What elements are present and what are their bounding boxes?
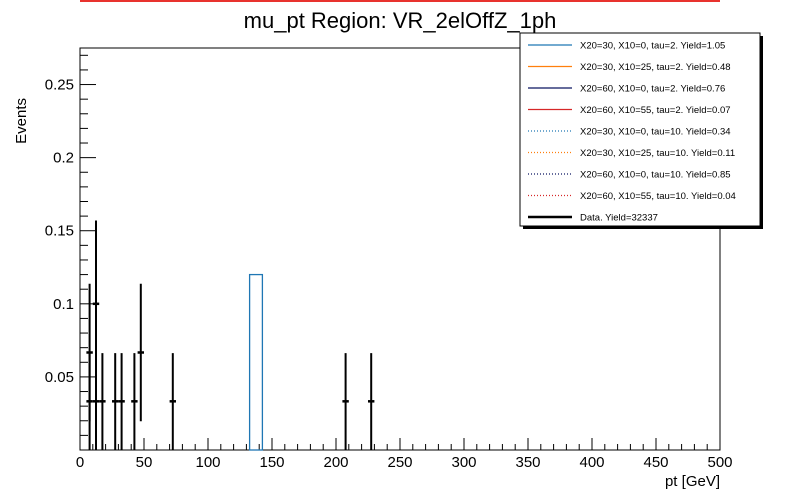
x-tick-label: 100 (195, 454, 220, 471)
y-tick-label: 0.2 (53, 150, 74, 167)
legend-entry: X20=30, X10=0, tau=10. Yield=0.34 (580, 127, 731, 138)
legend-box (519, 32, 761, 227)
legend-entry: X20=60, X10=55, tau=10. Yield=0.04 (580, 191, 736, 202)
x-tick-label: 250 (387, 454, 412, 471)
x-tick-label: 450 (643, 454, 668, 471)
x-tick-label: 200 (323, 454, 348, 471)
y-tick-label: 0.05 (45, 369, 74, 386)
signal-bin-0 (248, 273, 264, 451)
chart-title: mu_pt Region: VR_2elOffZ_1ph (244, 8, 557, 33)
legend: X20=30, X10=0, tau=2. Yield=1.05 X20=30, … (519, 32, 763, 229)
x-tick-label: 0 (76, 454, 84, 471)
legend-entry: X20=60, X10=0, tau=10. Yield=0.85 (580, 170, 731, 181)
legend-entry: X20=60, X10=55, tau=2. Yield=0.07 (580, 105, 731, 116)
y-tick-label: 0.1 (53, 296, 74, 313)
x-tick-label: 150 (259, 454, 284, 471)
plot-area: 0 50 100 150 200 250 300 350 400 450 500 0.05 0.1 0.1… (45, 47, 733, 471)
legend-entry: X20=30, X10=25, tau=2. Yield=0.48 (580, 62, 731, 73)
x-tick-label: 500 (707, 454, 732, 471)
x-tick-label: 50 (136, 454, 153, 471)
x-tick-label: 300 (451, 454, 476, 471)
x-axis-label: pt [GeV] (665, 473, 720, 490)
legend-entry: X20=60, X10=0, tau=2. Yield=0.76 (580, 84, 725, 95)
y-tick-label: 0.15 (45, 223, 74, 240)
legend-entry: X20=30, X10=0, tau=2. Yield=1.05 (580, 41, 725, 52)
x-tick-label: 400 (579, 454, 604, 471)
legend-entry: X20=30, X10=25, tau=10. Yield=0.11 (580, 148, 735, 159)
y-axis-label: Events (13, 98, 30, 144)
y-tick-label: 0.25 (45, 77, 74, 94)
x-tick-label: 350 (515, 454, 540, 471)
legend-entry: Data. Yield=32337 (580, 213, 658, 224)
